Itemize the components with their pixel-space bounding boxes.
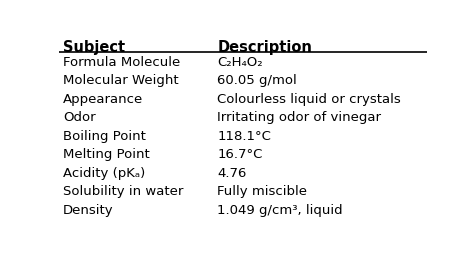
Text: Acidity (pKₐ): Acidity (pKₐ) xyxy=(63,167,145,180)
Text: Appearance: Appearance xyxy=(63,93,143,106)
Text: Colourless liquid or crystals: Colourless liquid or crystals xyxy=(217,93,401,106)
Text: Molecular Weight: Molecular Weight xyxy=(63,74,179,87)
Text: Subject: Subject xyxy=(63,40,125,55)
Text: Solubility in water: Solubility in water xyxy=(63,185,183,198)
Text: 1.049 g/cm³, liquid: 1.049 g/cm³, liquid xyxy=(217,204,343,217)
Text: 60.05 g/mol: 60.05 g/mol xyxy=(217,74,297,87)
Text: Odor: Odor xyxy=(63,111,96,124)
Text: C₂H₄O₂: C₂H₄O₂ xyxy=(217,56,263,69)
Text: Melting Point: Melting Point xyxy=(63,148,150,161)
Text: Boiling Point: Boiling Point xyxy=(63,130,146,143)
Text: Formula Molecule: Formula Molecule xyxy=(63,56,180,69)
Text: 4.76: 4.76 xyxy=(217,167,246,180)
Text: 118.1°C: 118.1°C xyxy=(217,130,271,143)
Text: 16.7°C: 16.7°C xyxy=(217,148,263,161)
Text: Description: Description xyxy=(217,40,312,55)
Text: Density: Density xyxy=(63,204,114,217)
Text: Irritating odor of vinegar: Irritating odor of vinegar xyxy=(217,111,381,124)
Text: Fully miscible: Fully miscible xyxy=(217,185,307,198)
